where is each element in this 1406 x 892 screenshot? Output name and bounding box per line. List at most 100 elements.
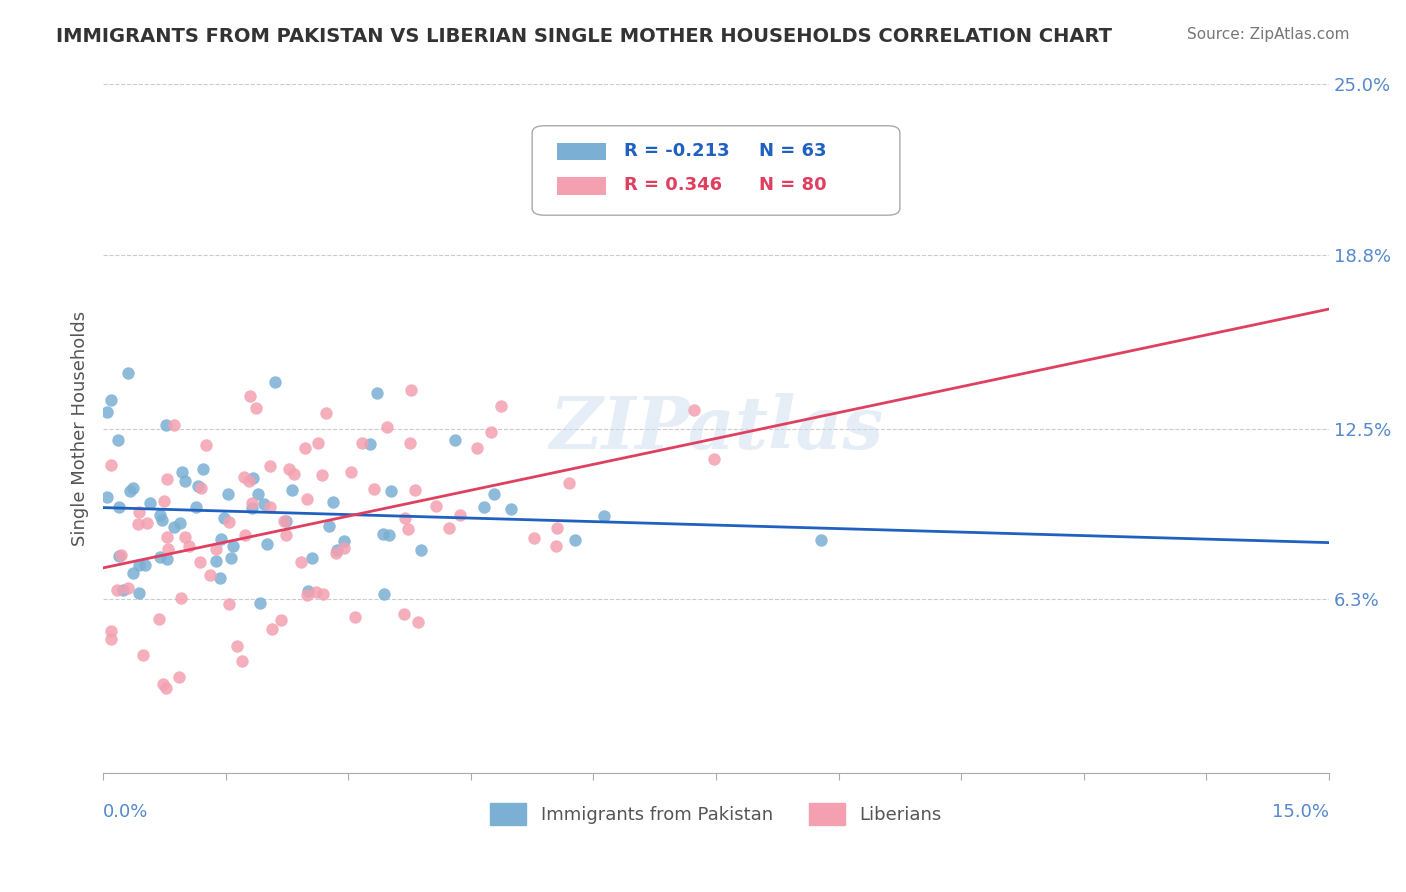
- Point: [233, 528, 256, 542]
- Point: [683, 402, 706, 417]
- Point: [465, 442, 488, 456]
- Point: [128, 505, 150, 519]
- Point: [209, 572, 232, 586]
- Point: [240, 500, 263, 515]
- Point: [117, 582, 139, 596]
- Point: [325, 542, 347, 557]
- Point: [96, 405, 118, 419]
- Point: [121, 481, 143, 495]
- Point: [226, 639, 249, 653]
- FancyBboxPatch shape: [531, 126, 900, 215]
- Point: [249, 596, 271, 610]
- Point: [270, 613, 292, 627]
- Point: [209, 532, 232, 546]
- Point: [810, 533, 832, 547]
- Point: [157, 542, 180, 557]
- Point: [399, 383, 422, 397]
- Point: [156, 551, 179, 566]
- Point: [132, 648, 155, 662]
- Point: [363, 482, 385, 496]
- Point: [437, 521, 460, 535]
- Point: [152, 677, 174, 691]
- Point: [301, 551, 323, 566]
- Point: [173, 475, 195, 489]
- Point: [523, 531, 546, 545]
- Point: [186, 500, 208, 515]
- Point: [479, 425, 502, 439]
- Point: [278, 462, 301, 476]
- Point: [117, 366, 139, 380]
- Point: [155, 681, 177, 695]
- Point: [218, 598, 240, 612]
- Point: [283, 467, 305, 481]
- Point: [378, 528, 401, 542]
- Point: [200, 568, 222, 582]
- Point: [472, 500, 495, 514]
- Point: [325, 546, 347, 560]
- Point: [134, 558, 156, 572]
- Point: [128, 585, 150, 599]
- Point: [163, 418, 186, 433]
- Legend: Immigrants from Pakistan, Liberians: Immigrants from Pakistan, Liberians: [484, 796, 949, 832]
- Point: [295, 491, 318, 506]
- Text: R = -0.213: R = -0.213: [624, 142, 730, 160]
- Point: [191, 462, 214, 476]
- Point: [259, 500, 281, 515]
- Point: [218, 515, 240, 529]
- Point: [333, 533, 356, 548]
- Text: 0.0%: 0.0%: [103, 804, 149, 822]
- Point: [136, 516, 159, 530]
- Point: [100, 624, 122, 638]
- Point: [392, 607, 415, 622]
- Point: [245, 401, 267, 415]
- Point: [242, 470, 264, 484]
- Point: [167, 670, 190, 684]
- Point: [394, 510, 416, 524]
- Point: [273, 514, 295, 528]
- Point: [315, 406, 337, 420]
- Text: IMMIGRANTS FROM PAKISTAN VS LIBERIAN SINGLE MOTHER HOUSEHOLDS CORRELATION CHART: IMMIGRANTS FROM PAKISTAN VS LIBERIAN SIN…: [56, 27, 1112, 45]
- Point: [156, 473, 179, 487]
- Point: [108, 549, 131, 564]
- Point: [444, 434, 467, 448]
- Text: R = 0.346: R = 0.346: [624, 176, 723, 194]
- Point: [247, 486, 270, 500]
- Point: [276, 514, 298, 528]
- Point: [396, 522, 419, 536]
- Point: [128, 558, 150, 572]
- Point: [231, 655, 253, 669]
- Point: [256, 537, 278, 551]
- Point: [239, 389, 262, 403]
- Point: [558, 475, 581, 490]
- Text: ZIPatlas: ZIPatlas: [548, 393, 883, 464]
- Point: [425, 499, 447, 513]
- Point: [173, 530, 195, 544]
- Point: [187, 478, 209, 492]
- Point: [373, 587, 395, 601]
- Point: [100, 392, 122, 407]
- Point: [217, 487, 239, 501]
- Point: [212, 511, 235, 525]
- Point: [703, 452, 725, 467]
- Point: [127, 517, 149, 532]
- Text: 15.0%: 15.0%: [1272, 804, 1329, 822]
- Point: [546, 521, 568, 535]
- Point: [449, 508, 471, 523]
- Point: [205, 542, 228, 557]
- Point: [111, 583, 134, 598]
- Point: [190, 482, 212, 496]
- FancyBboxPatch shape: [557, 143, 606, 161]
- Point: [163, 520, 186, 534]
- Point: [222, 540, 245, 554]
- Point: [290, 556, 312, 570]
- Point: [276, 527, 298, 541]
- Point: [107, 433, 129, 447]
- Point: [110, 548, 132, 562]
- Point: [156, 530, 179, 544]
- FancyBboxPatch shape: [557, 178, 606, 194]
- Point: [100, 632, 122, 647]
- Point: [318, 519, 340, 533]
- Point: [406, 615, 429, 629]
- Point: [232, 470, 254, 484]
- Point: [409, 543, 432, 558]
